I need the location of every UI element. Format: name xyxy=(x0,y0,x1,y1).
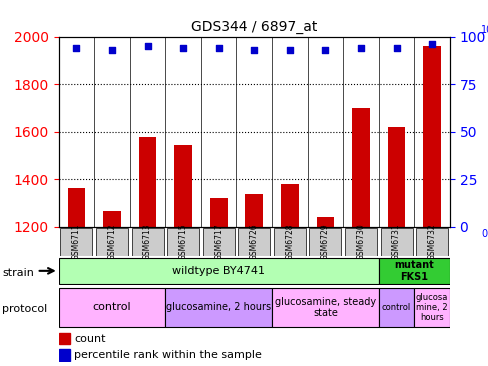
Text: GSM6712: GSM6712 xyxy=(107,223,116,260)
Bar xyxy=(351,108,369,227)
Bar xyxy=(209,198,227,227)
Text: 100%: 100% xyxy=(480,25,488,35)
Bar xyxy=(281,184,298,227)
Point xyxy=(108,47,116,53)
Text: strain: strain xyxy=(2,268,34,278)
FancyBboxPatch shape xyxy=(309,228,341,255)
Text: wildtype BY4741: wildtype BY4741 xyxy=(172,266,264,276)
Text: GSM6713: GSM6713 xyxy=(143,223,152,260)
Text: GSM6729: GSM6729 xyxy=(320,223,329,260)
FancyBboxPatch shape xyxy=(238,228,270,255)
Text: glucosa
mine, 2
hours: glucosa mine, 2 hours xyxy=(415,292,447,322)
Point xyxy=(179,45,187,51)
FancyBboxPatch shape xyxy=(273,228,305,255)
Text: percentile rank within the sample: percentile rank within the sample xyxy=(74,350,262,360)
FancyBboxPatch shape xyxy=(61,228,92,255)
FancyBboxPatch shape xyxy=(167,228,199,255)
FancyBboxPatch shape xyxy=(378,258,449,284)
Text: glucosamine, 2 hours: glucosamine, 2 hours xyxy=(166,302,271,313)
FancyBboxPatch shape xyxy=(415,228,447,255)
Point xyxy=(72,45,80,51)
Bar xyxy=(59,349,70,361)
Text: count: count xyxy=(74,334,105,344)
Bar xyxy=(245,194,263,227)
Text: control: control xyxy=(381,303,410,312)
Point xyxy=(214,45,222,51)
Text: GSM6730: GSM6730 xyxy=(356,223,365,260)
Bar xyxy=(67,188,85,227)
Bar xyxy=(103,212,121,227)
Point xyxy=(250,47,258,53)
Point xyxy=(356,45,364,51)
Point xyxy=(321,47,328,53)
Bar xyxy=(422,46,440,227)
FancyBboxPatch shape xyxy=(131,228,163,255)
Bar xyxy=(139,137,156,227)
Title: GDS344 / 6897_at: GDS344 / 6897_at xyxy=(191,20,317,34)
Text: GSM6732: GSM6732 xyxy=(427,223,436,260)
Point xyxy=(285,47,293,53)
FancyBboxPatch shape xyxy=(344,228,376,255)
Bar xyxy=(59,333,70,344)
Bar xyxy=(316,217,334,227)
FancyBboxPatch shape xyxy=(271,288,378,327)
FancyBboxPatch shape xyxy=(96,228,128,255)
FancyBboxPatch shape xyxy=(380,228,412,255)
Text: protocol: protocol xyxy=(2,304,48,314)
FancyBboxPatch shape xyxy=(203,228,234,255)
Point xyxy=(143,43,151,49)
Text: 0: 0 xyxy=(480,229,487,239)
Text: GSM6731: GSM6731 xyxy=(391,223,400,260)
Text: control: control xyxy=(93,302,131,313)
Text: GSM6715: GSM6715 xyxy=(178,223,187,260)
FancyBboxPatch shape xyxy=(59,258,378,284)
Text: mutant
FKS1: mutant FKS1 xyxy=(394,260,433,282)
Bar xyxy=(387,127,405,227)
Bar xyxy=(174,145,192,227)
Point xyxy=(392,45,400,51)
FancyBboxPatch shape xyxy=(59,288,165,327)
FancyBboxPatch shape xyxy=(165,288,271,327)
Text: glucosamine, steady
state: glucosamine, steady state xyxy=(274,296,375,318)
Text: GSM6728: GSM6728 xyxy=(285,223,294,260)
Text: GSM6711: GSM6711 xyxy=(72,223,81,260)
FancyBboxPatch shape xyxy=(378,288,413,327)
FancyBboxPatch shape xyxy=(413,288,449,327)
Text: GSM6717: GSM6717 xyxy=(214,223,223,260)
Point xyxy=(427,41,435,47)
Text: GSM6726: GSM6726 xyxy=(249,223,258,260)
